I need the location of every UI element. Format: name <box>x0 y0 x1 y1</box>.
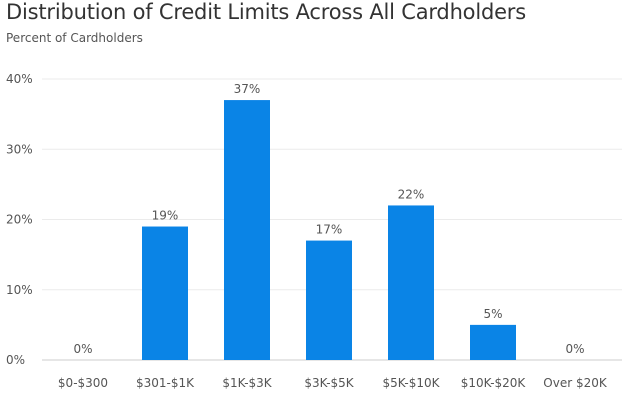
y-tick-label: 10% <box>6 283 33 297</box>
y-tick-label: 20% <box>6 213 33 227</box>
data-label: 0% <box>73 342 92 356</box>
chart-subtitle: Percent of Cardholders <box>6 31 143 45</box>
bar <box>142 226 188 360</box>
bar <box>306 240 352 360</box>
data-label: 37% <box>234 82 261 96</box>
bar <box>388 205 434 360</box>
x-tick-label: $5K-$10K <box>383 376 441 390</box>
data-label: 17% <box>316 223 343 237</box>
x-tick-label: $10K-$20K <box>461 376 527 390</box>
bars <box>142 100 516 360</box>
data-labels: 0% 19% 37% 17% 22% 5% 0% <box>73 82 584 356</box>
chart-title: Distribution of Credit Limits Across All… <box>6 0 526 24</box>
x-tick-label: Over $20K <box>543 376 608 390</box>
x-axis-tick-labels: $0-$300 $301-$1K $1K-$3K $3K-$5K $5K-$10K $10… <box>58 376 608 390</box>
y-tick-label: 30% <box>6 142 33 156</box>
data-label: 22% <box>398 187 425 201</box>
data-label: 0% <box>565 342 584 356</box>
x-tick-label: $1K-$3K <box>222 376 272 390</box>
x-tick-label: $0-$300 <box>58 376 108 390</box>
x-tick-label: $3K-$5K <box>304 376 354 390</box>
data-label: 5% <box>483 307 502 321</box>
y-tick-label: 40% <box>6 72 33 86</box>
y-tick-label: 0% <box>6 353 25 367</box>
bar <box>470 324 516 360</box>
bar <box>224 100 270 360</box>
x-tick-label: $301-$1K <box>136 376 195 390</box>
data-label: 19% <box>152 209 179 223</box>
y-axis-tick-labels: 0% 10% 20% 30% 40% <box>6 72 33 367</box>
